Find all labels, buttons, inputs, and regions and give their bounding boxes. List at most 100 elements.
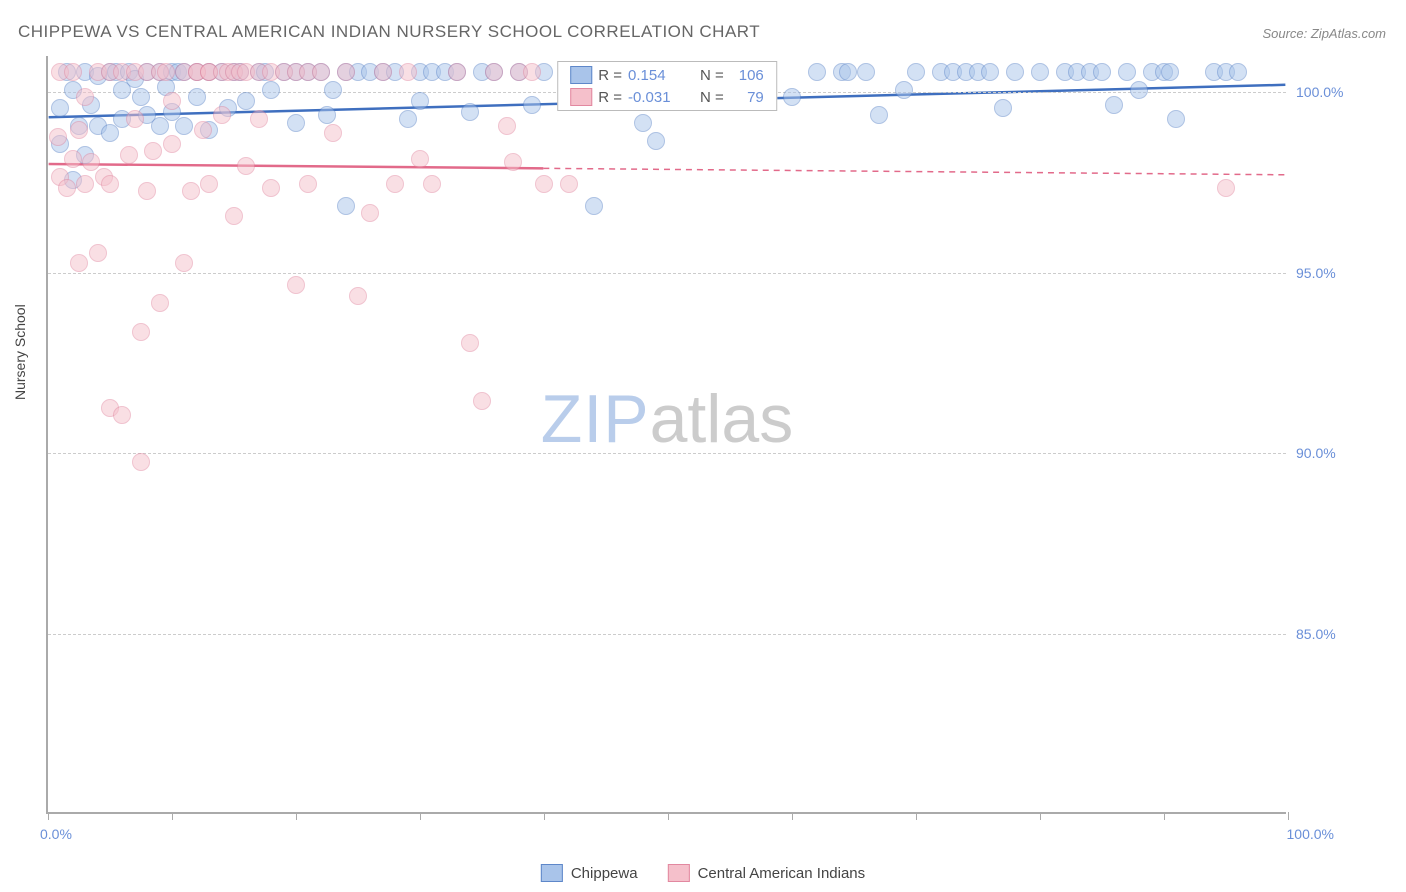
chart-title: CHIPPEWA VS CENTRAL AMERICAN INDIAN NURS… <box>18 22 760 42</box>
watermark-zip: ZIP <box>541 381 650 457</box>
trend-line-dashed <box>543 168 1285 174</box>
scatter-point <box>399 63 417 81</box>
scatter-point <box>473 392 491 410</box>
trend-line-solid <box>49 164 544 168</box>
scatter-point <box>237 92 255 110</box>
scatter-point <box>523 96 541 114</box>
scatter-point <box>200 175 218 193</box>
scatter-point <box>585 197 603 215</box>
scatter-point <box>126 110 144 128</box>
scatter-point <box>101 124 119 142</box>
scatter-point <box>337 197 355 215</box>
scatter-point <box>132 453 150 471</box>
scatter-point <box>839 63 857 81</box>
scatter-point <box>49 128 67 146</box>
scatter-point <box>981 63 999 81</box>
scatter-point <box>647 132 665 150</box>
r-value: 0.154 <box>628 67 684 84</box>
scatter-point <box>76 88 94 106</box>
x-tick <box>1164 812 1165 820</box>
scatter-point <box>349 287 367 305</box>
y-tick-label: 95.0% <box>1296 265 1356 281</box>
gridline <box>48 273 1286 274</box>
scatter-point <box>101 175 119 193</box>
n-label: N = <box>700 67 724 84</box>
scatter-point <box>70 254 88 272</box>
scatter-point <box>808 63 826 81</box>
scatter-point <box>64 150 82 168</box>
correlation-legend: R =0.154N =106R =-0.031N =79 <box>557 61 777 111</box>
scatter-point <box>120 146 138 164</box>
scatter-point <box>411 92 429 110</box>
scatter-point <box>634 114 652 132</box>
x-tick <box>172 812 173 820</box>
scatter-point <box>1105 96 1123 114</box>
scatter-point <box>504 153 522 171</box>
scatter-point <box>498 117 516 135</box>
scatter-point <box>70 121 88 139</box>
scatter-point <box>151 117 169 135</box>
y-tick-label: 85.0% <box>1296 626 1356 642</box>
y-tick-label: 90.0% <box>1296 445 1356 461</box>
chart-plot-area: ZIPatlas R =0.154N =106R =-0.031N =79 0.… <box>46 56 1286 814</box>
scatter-point <box>386 175 404 193</box>
scatter-point <box>361 204 379 222</box>
scatter-point <box>144 142 162 160</box>
legend-series-label: Central American Indians <box>698 865 866 882</box>
x-tick <box>792 812 793 820</box>
watermark: ZIPatlas <box>541 380 793 458</box>
x-tick <box>1288 812 1289 820</box>
scatter-point <box>994 99 1012 117</box>
x-tick <box>668 812 669 820</box>
x-axis-min-label: 0.0% <box>40 826 72 842</box>
gridline <box>48 453 1286 454</box>
series-legend: Chippewa Central American Indians <box>541 864 865 882</box>
scatter-point <box>194 121 212 139</box>
x-tick <box>916 812 917 820</box>
scatter-point <box>89 244 107 262</box>
scatter-point <box>163 135 181 153</box>
scatter-point <box>870 106 888 124</box>
scatter-point <box>337 63 355 81</box>
scatter-point <box>461 334 479 352</box>
scatter-point <box>237 157 255 175</box>
scatter-point <box>188 88 206 106</box>
scatter-point <box>318 106 336 124</box>
legend-series-item: Chippewa <box>541 864 638 882</box>
legend-swatch <box>668 864 690 882</box>
scatter-point <box>523 63 541 81</box>
scatter-point <box>1217 179 1235 197</box>
scatter-point <box>287 276 305 294</box>
scatter-point <box>423 175 441 193</box>
x-tick <box>1040 812 1041 820</box>
scatter-point <box>51 99 69 117</box>
scatter-point <box>76 175 94 193</box>
scatter-point <box>1093 63 1111 81</box>
y-axis-label: Nursery School <box>12 304 28 400</box>
scatter-point <box>324 124 342 142</box>
scatter-point <box>225 207 243 225</box>
scatter-point <box>1031 63 1049 81</box>
legend-swatch <box>541 864 563 882</box>
scatter-point <box>250 110 268 128</box>
n-value: 106 <box>730 67 764 84</box>
scatter-point <box>1161 63 1179 81</box>
scatter-point <box>374 63 392 81</box>
gridline <box>48 634 1286 635</box>
scatter-point <box>262 179 280 197</box>
scatter-point <box>857 63 875 81</box>
y-tick-label: 100.0% <box>1296 84 1356 100</box>
scatter-point <box>485 63 503 81</box>
scatter-point <box>535 175 553 193</box>
source-attribution: Source: ZipAtlas.com <box>1262 26 1386 41</box>
legend-swatch <box>570 88 592 106</box>
scatter-point <box>1130 81 1148 99</box>
scatter-point <box>113 406 131 424</box>
scatter-point <box>448 63 466 81</box>
scatter-point <box>262 81 280 99</box>
scatter-point <box>175 254 193 272</box>
x-axis-max-label: 100.0% <box>1287 826 1334 842</box>
scatter-point <box>461 103 479 121</box>
legend-swatch <box>570 66 592 84</box>
scatter-point <box>163 92 181 110</box>
